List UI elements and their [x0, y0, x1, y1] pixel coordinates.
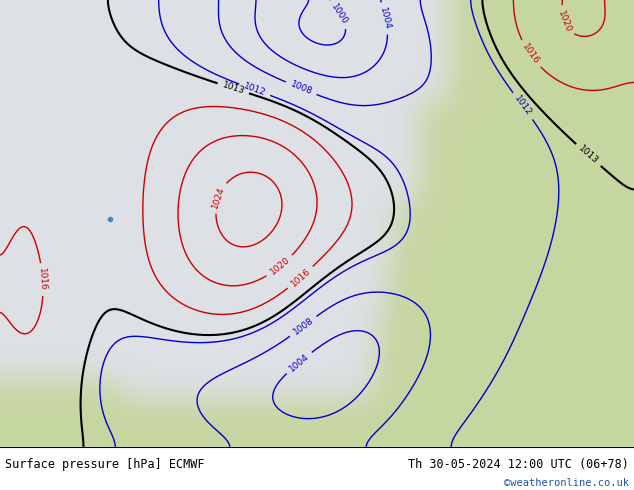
- Text: 1020: 1020: [555, 9, 573, 34]
- Text: 1004: 1004: [287, 352, 311, 373]
- Text: 1016: 1016: [289, 267, 312, 289]
- Text: 1016: 1016: [520, 42, 540, 66]
- Text: ©weatheronline.co.uk: ©weatheronline.co.uk: [504, 478, 629, 488]
- Text: 1013: 1013: [577, 144, 600, 166]
- Text: 1013: 1013: [221, 80, 245, 96]
- Text: 1012: 1012: [242, 82, 267, 98]
- Text: 1008: 1008: [291, 316, 315, 337]
- Text: 1016: 1016: [37, 268, 48, 292]
- Text: 1004: 1004: [378, 6, 392, 30]
- Text: 1012: 1012: [512, 94, 533, 118]
- Text: 1024: 1024: [210, 185, 226, 210]
- Text: 1008: 1008: [288, 80, 313, 97]
- Text: 1020: 1020: [268, 256, 292, 277]
- Text: Th 30-05-2024 12:00 UTC (06+78): Th 30-05-2024 12:00 UTC (06+78): [408, 458, 629, 471]
- Text: 1000: 1000: [329, 2, 349, 26]
- Text: Surface pressure [hPa] ECMWF: Surface pressure [hPa] ECMWF: [5, 458, 205, 471]
